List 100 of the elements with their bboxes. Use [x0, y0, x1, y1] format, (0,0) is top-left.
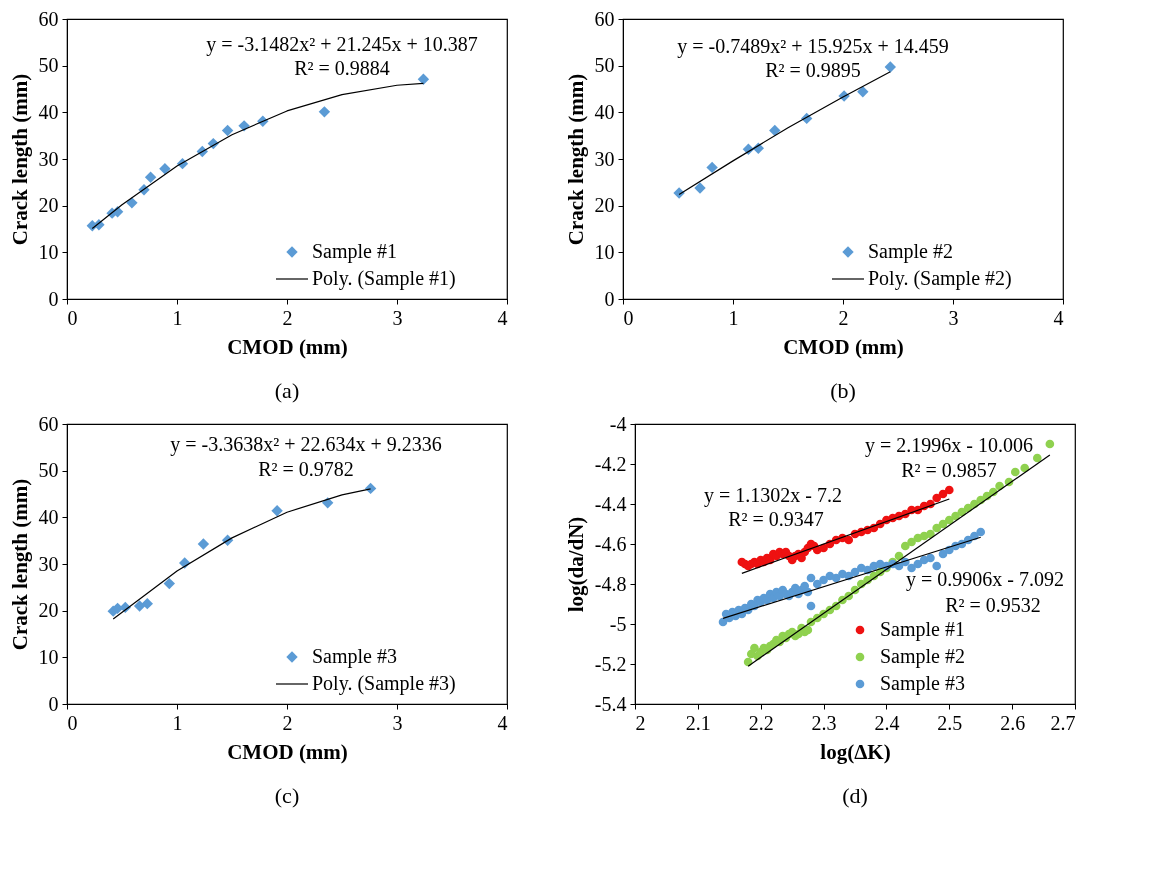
x-tick-label: 2.1: [685, 711, 711, 734]
x-tick-label: 0: [67, 306, 78, 329]
text: (c): [274, 783, 300, 808]
y-tick-label: 0: [48, 287, 59, 310]
annotation: R² = 0.9895: [765, 59, 861, 81]
legend-label: Poly. (Sample #1): [312, 267, 456, 290]
x-axis-title: log(ΔK): [820, 739, 891, 764]
text: (d): [842, 783, 868, 808]
point: [812, 579, 822, 589]
y-tick-label: 10: [38, 240, 59, 263]
y-tick-label: 30: [38, 147, 59, 170]
y-tick-label: 40: [38, 100, 59, 123]
x-tick-label: 2.3: [811, 711, 837, 734]
y-tick-label: 10: [38, 645, 59, 668]
x-tick-label: 2: [838, 306, 849, 329]
y-tick-label: 40: [38, 505, 59, 528]
annotation: R² = 0.9884: [294, 57, 390, 79]
point: [976, 527, 986, 537]
y-tick-label: 50: [38, 459, 59, 482]
annotation: y = 0.9906x - 7.092: [906, 568, 1064, 591]
y-tick-label: -5.2: [594, 652, 627, 675]
point: [1045, 439, 1055, 449]
y-tick-label: 20: [38, 194, 59, 217]
point: [932, 493, 942, 503]
annotation: R² = 0.9532: [945, 594, 1041, 616]
y-tick-label: 30: [38, 552, 59, 575]
x-tick-label: 4: [497, 711, 508, 734]
text: (a): [274, 378, 300, 403]
y-axis-title: Crack length (mm): [563, 73, 588, 246]
point: [844, 535, 854, 545]
point: [819, 575, 828, 585]
x-tick-label: 2.2: [748, 711, 774, 734]
y-tick-label: 40: [594, 100, 615, 123]
point: [1020, 463, 1030, 473]
point: [926, 529, 935, 539]
x-tick-label: 3: [392, 711, 403, 734]
x-tick-label: 4: [497, 306, 508, 329]
x-tick-label: 1: [172, 306, 183, 329]
annotation: y = -3.1482x² + 21.245x + 10.387: [206, 33, 478, 56]
point: [750, 643, 759, 653]
y-tick-label: 50: [594, 54, 615, 77]
point: [913, 559, 923, 569]
x-tick-label: 2: [282, 711, 293, 734]
x-axis-title: CMOD (mm): [227, 739, 348, 764]
point: [907, 563, 916, 573]
point: [907, 537, 916, 547]
y-tick-label: -4: [609, 412, 627, 435]
x-tick-label: 2.6: [1000, 711, 1026, 734]
annotation: R² = 0.9347: [728, 508, 824, 530]
y-axis-title: Crack length (mm): [7, 478, 32, 651]
y-tick-label: 50: [38, 54, 59, 77]
annotation: R² = 0.9857: [901, 459, 997, 481]
x-tick-label: 4: [1053, 306, 1064, 329]
legend-label: Sample #2: [880, 645, 965, 668]
x-tick-label: 0: [67, 711, 78, 734]
legend-label: Sample #2: [868, 240, 953, 263]
legend-label: Sample #3: [880, 672, 965, 695]
x-tick-label: 3: [392, 306, 403, 329]
legend-label: Sample #3: [312, 645, 397, 668]
text: (b): [830, 378, 856, 403]
annotation: y = -3.3638x² + 22.634x + 9.2336: [170, 433, 442, 456]
point: [944, 485, 954, 495]
y-tick-label: -4.4: [594, 492, 627, 515]
x-axis-title: CMOD (mm): [783, 334, 904, 359]
x-tick-label: 1: [172, 711, 183, 734]
annotation: y = -0.7489x² + 15.925x + 14.459: [677, 35, 949, 58]
y-tick-label: -4.2: [594, 452, 627, 475]
y-tick-label: 60: [594, 7, 615, 30]
point: [932, 523, 942, 533]
x-tick-label: 2: [635, 711, 646, 734]
y-tick-label: 0: [604, 287, 615, 310]
annotation: y = 1.1302x - 7.2: [704, 484, 842, 507]
legend-label: Sample #1: [880, 618, 965, 641]
x-tick-label: 2.7: [1050, 711, 1076, 734]
y-tick-label: 20: [594, 194, 615, 217]
annotation: y = 2.1996x - 10.006: [865, 434, 1033, 457]
annotation: R² = 0.9782: [258, 458, 354, 480]
x-tick-label: 1: [728, 306, 739, 329]
point: [1010, 467, 1020, 477]
point: [1032, 453, 1042, 463]
y-tick-label: -5: [609, 612, 627, 635]
point: [900, 541, 910, 551]
legend-label: Poly. (Sample #2): [868, 267, 1012, 290]
y-tick-label: 60: [38, 7, 59, 30]
y-axis-title: Crack length (mm): [7, 73, 32, 246]
legend-label: Sample #1: [312, 240, 397, 263]
y-tick-label: 20: [38, 599, 59, 622]
y-tick-label: 0: [48, 692, 59, 715]
y-tick-label: -4.8: [594, 572, 627, 595]
point: [932, 561, 942, 571]
y-tick-label: -4.6: [594, 532, 627, 555]
point: [926, 553, 935, 563]
x-tick-label: 2.4: [874, 711, 900, 734]
y-tick-label: 60: [38, 412, 59, 435]
x-axis-title: CMOD (mm): [227, 334, 348, 359]
x-tick-label: 3: [948, 306, 959, 329]
y-tick-label: 30: [594, 147, 615, 170]
y-tick-label: 10: [594, 240, 615, 263]
legend-label: Poly. (Sample #3): [312, 672, 456, 695]
x-tick-label: 2: [282, 306, 293, 329]
